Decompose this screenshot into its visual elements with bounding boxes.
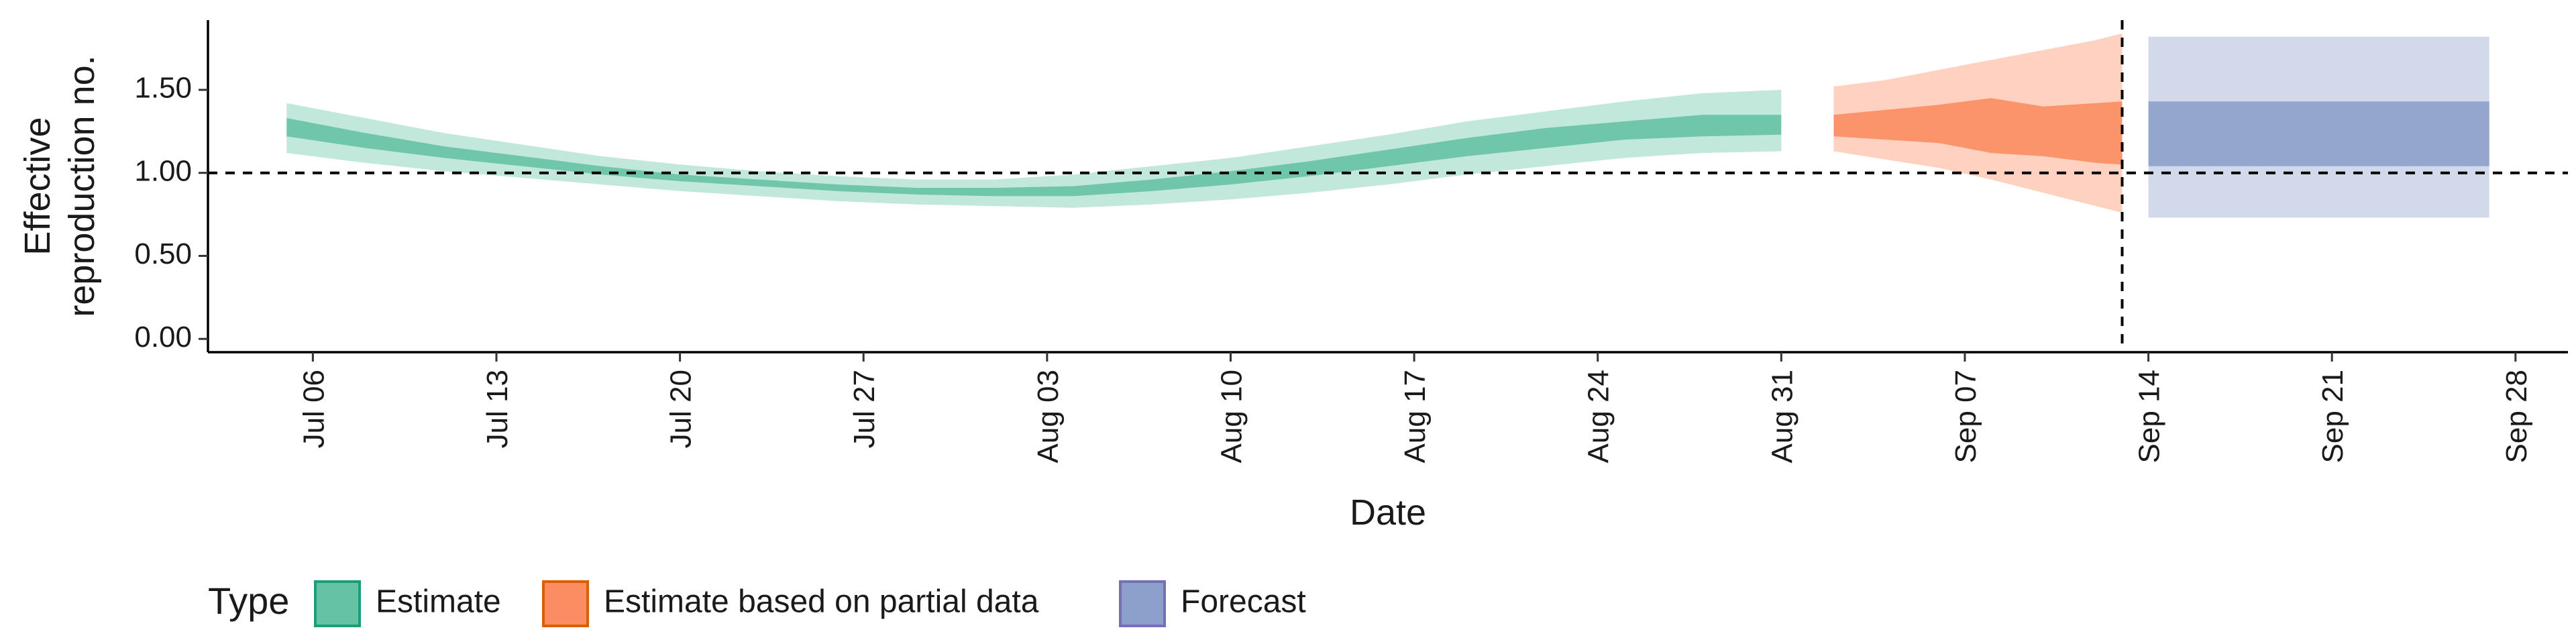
- x-axis-title: Date: [1350, 492, 1426, 533]
- x-tick-label: Sep 07: [1949, 370, 1982, 463]
- axes-layer: 0.00 0.50 1.00 1.50 Jul 06 Jul 13 Jul 20 Jul 27…: [17, 20, 2568, 533]
- x-tick-label: Aug 03: [1032, 370, 1065, 463]
- legend-key-estimate: [314, 580, 361, 627]
- x-tick-label: Sep 21: [2316, 370, 2349, 463]
- y-axis-title-line: reproduction no.: [62, 55, 102, 317]
- estimate-band-50: [286, 115, 1782, 197]
- x-tick-label: Sep 14: [2133, 370, 2166, 463]
- x-tick-label: Jul 27: [848, 370, 881, 448]
- legend-title: Type: [208, 580, 289, 622]
- y-tick-label: 0.00: [134, 321, 192, 354]
- y-tick-label: 1.50: [134, 72, 192, 105]
- y-axis-title-line: Effective: [17, 117, 58, 255]
- y-tick-label: 1.00: [134, 154, 192, 187]
- x-tick-label: Aug 17: [1399, 370, 1432, 463]
- bands-layer: [286, 33, 2489, 218]
- estimate-based-on-partial-data-band-50: [1833, 98, 2123, 165]
- x-tick-label: Sep 28: [2500, 370, 2533, 463]
- legend-label: Estimate: [376, 584, 501, 620]
- x-tick-label: Jul 13: [481, 370, 514, 448]
- legend-label: Estimate based on partial data: [604, 584, 1039, 620]
- legend-label: Forecast: [1181, 584, 1306, 620]
- x-tick-label: Jul 20: [665, 370, 698, 448]
- x-tick-label: Aug 10: [1215, 370, 1248, 463]
- y-axis-title: Effective reproduction no.: [17, 55, 102, 317]
- x-tick-label: Aug 24: [1582, 370, 1615, 463]
- y-tick-label: 0.50: [134, 237, 192, 270]
- x-tick-label: Jul 06: [297, 370, 330, 448]
- forecast-band-50: [2148, 101, 2489, 166]
- reference-lines-layer: [208, 20, 2568, 352]
- x-tick-label: Aug 31: [1766, 370, 1799, 463]
- legend-key-forecast: [1119, 580, 1166, 627]
- legend: Type Estimate Estimate based on partial da…: [208, 580, 1306, 627]
- legend-key-estimate-based-on-partial-data: [542, 580, 589, 627]
